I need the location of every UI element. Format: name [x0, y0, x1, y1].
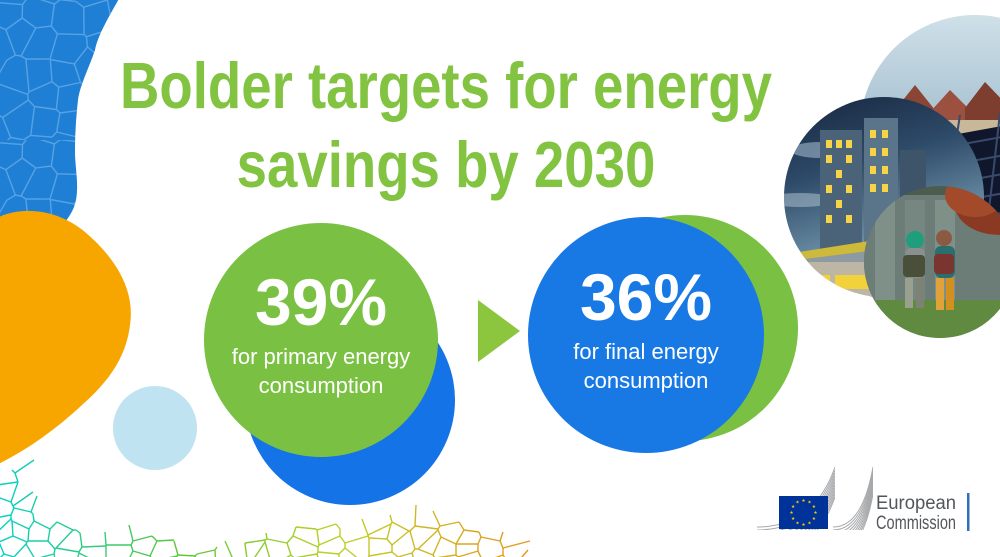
svg-text:European: European — [876, 493, 956, 514]
svg-text:Commission: Commission — [876, 513, 956, 534]
